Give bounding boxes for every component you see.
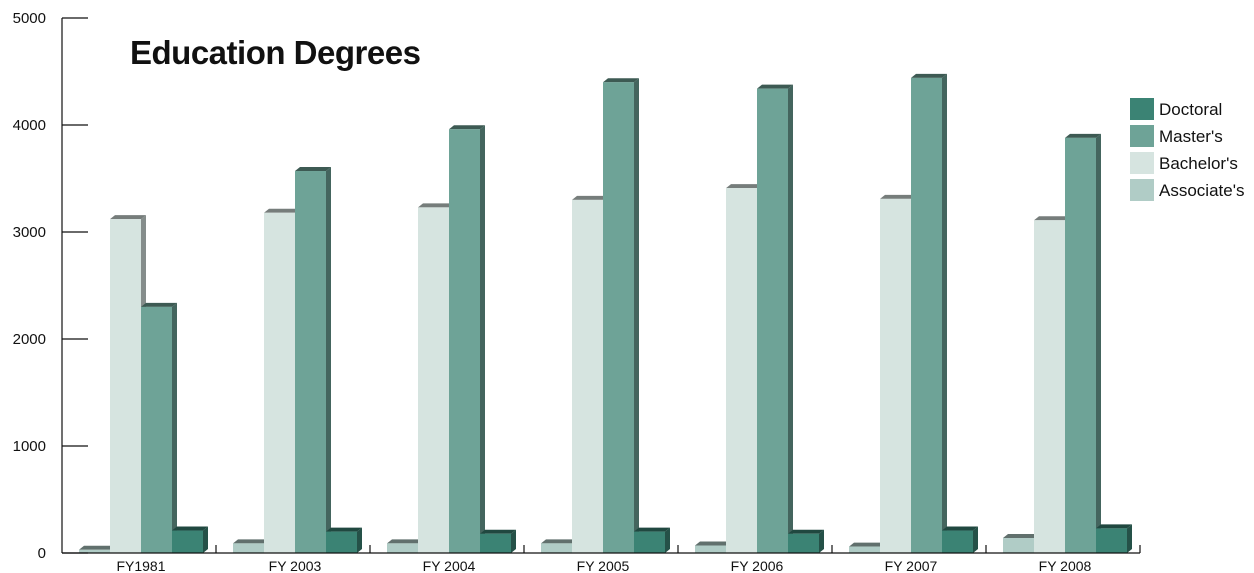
legend-label-doctoral: Doctoral — [1159, 100, 1222, 119]
legend-item-doctoral: Doctoral — [1130, 98, 1222, 120]
x-ticks: FY1981 FY 2003 FY 2004 FY 2005 FY 2006 FY 200… — [116, 545, 1141, 573]
bar-associate-s-fy-2006 — [695, 541, 731, 553]
bar-master-s-fy-2006 — [757, 84, 793, 554]
bar-bachelor-s-fy-2008 — [1034, 216, 1070, 554]
legend-item-associate-s: Associate's — [1130, 179, 1244, 201]
x-tick-label-fy-2004: FY 2004 — [423, 558, 476, 573]
y-tick-label-1000: 1000 — [13, 438, 46, 455]
bar-master-s-fy-2004 — [449, 125, 485, 553]
bar-doctoral-fy-2007 — [942, 526, 978, 553]
bar-doctoral-fy-2008 — [1096, 524, 1132, 553]
legend-label-bachelor-s: Bachelor's — [1159, 154, 1238, 173]
y-ticks: 0 1000 2000 3000 4000 5000 — [13, 10, 88, 562]
bar-bachelor-s-fy1981 — [110, 215, 146, 553]
legend-label-associate-s: Associate's — [1159, 181, 1244, 200]
bars-layer — [79, 73, 1132, 554]
bar-associate-s-fy1981 — [79, 545, 115, 553]
bar-master-s-fy-2005 — [603, 78, 639, 553]
x-tick-label-fy-2003: FY 2003 — [269, 558, 322, 573]
bar-master-s-fy1981 — [141, 302, 177, 553]
legend-label-master-s: Master's — [1159, 127, 1223, 146]
y-tick-label-4000: 4000 — [13, 117, 46, 134]
bar-bachelor-s-fy-2007 — [880, 194, 916, 553]
bar-master-s-fy-2007 — [911, 73, 947, 554]
bar-associate-s-fy-2007 — [849, 542, 885, 553]
bar-associate-s-fy-2003 — [233, 539, 269, 553]
bar-bachelor-s-fy-2004 — [418, 203, 454, 553]
bar-doctoral-fy-2005 — [634, 527, 670, 553]
bar-bachelor-s-fy-2006 — [726, 184, 762, 553]
legend-item-bachelor-s: Bachelor's — [1130, 152, 1238, 174]
y-tick-label-3000: 3000 — [13, 224, 46, 241]
y-tick-label-0: 0 — [38, 545, 46, 562]
bar-master-s-fy-2008 — [1065, 133, 1101, 553]
bar-associate-s-fy-2005 — [541, 539, 577, 553]
y-tick-label-5000: 5000 — [13, 10, 46, 27]
y-tick-label-2000: 2000 — [13, 331, 46, 348]
x-tick-label-fy-2007: FY 2007 — [885, 558, 938, 573]
bar-bachelor-s-fy-2003 — [264, 208, 300, 554]
legend-swatch-associate-s — [1130, 179, 1154, 201]
legend-item-master-s: Master's — [1130, 125, 1223, 147]
x-tick-label-fy1981: FY1981 — [116, 558, 165, 573]
bar-associate-s-fy-2004 — [387, 539, 423, 553]
legend: Doctoral Master's Bachelor's Associate's — [1130, 98, 1244, 201]
legend-swatch-doctoral — [1130, 98, 1154, 120]
legend-swatch-bachelor-s — [1130, 152, 1154, 174]
bar-doctoral-fy-2006 — [788, 529, 824, 553]
bar-associate-s-fy-2008 — [1003, 534, 1039, 553]
bar-bachelor-s-fy-2005 — [572, 195, 608, 553]
bar-doctoral-fy-2004 — [480, 529, 516, 553]
axes-layer — [61, 18, 1140, 554]
x-tick-label-fy-2005: FY 2005 — [577, 558, 630, 573]
bar-doctoral-fy1981 — [172, 526, 208, 553]
x-tick-label-fy-2008: FY 2008 — [1039, 558, 1092, 573]
bar-master-s-fy-2003 — [295, 167, 331, 553]
legend-swatch-master-s — [1130, 125, 1154, 147]
x-tick-label-fy-2006: FY 2006 — [731, 558, 784, 573]
bar-doctoral-fy-2003 — [326, 527, 362, 553]
chart-title: Education Degrees — [130, 34, 420, 71]
